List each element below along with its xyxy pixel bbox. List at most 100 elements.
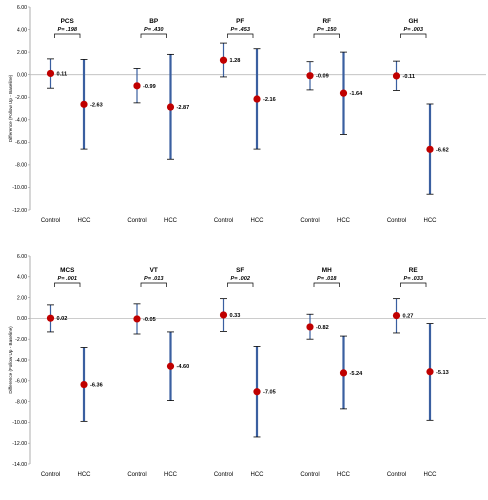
mean-label: -0.09	[316, 74, 329, 80]
panel-gh: GH P= .003 -0.11 Control -6.62 HCC	[387, 18, 449, 224]
panel-mcs: MCS P= .001 0.02 Control -6.36 HCC	[41, 267, 103, 478]
y-tick-label: 0.00	[17, 72, 27, 78]
panel-re: RE P= .033 0.27 Control -5.13 HCC	[387, 267, 449, 478]
category-label: HCC	[251, 472, 265, 478]
mean-point	[133, 315, 141, 323]
panel-title: PF	[236, 18, 244, 25]
panel-title: BP	[149, 18, 159, 25]
category-label: Control	[300, 218, 319, 224]
mean-label: -0.99	[143, 84, 156, 90]
mean-point	[46, 314, 55, 322]
mean-point	[339, 89, 348, 97]
y-tick-label: 0.00	[17, 316, 27, 322]
mean-point	[219, 56, 228, 64]
mean-point	[80, 380, 88, 389]
panel-vt: VT P= .013 -0.05 Control -4.60 HCC	[127, 267, 189, 478]
mean-label: 0.02	[57, 316, 68, 322]
mean-label: -6.36	[90, 383, 103, 389]
panel-title: RE	[409, 267, 419, 274]
mean-point	[46, 69, 55, 78]
mean-label: -0.11	[403, 74, 415, 80]
y-tick-label: -12.00	[12, 441, 27, 447]
mean-label: -7.05	[263, 390, 276, 396]
mean-label: -2.87	[177, 105, 190, 111]
y-tick-label: 4.00	[17, 27, 27, 33]
mean-label: -0.05	[143, 317, 156, 323]
panel-title: PCS	[61, 18, 75, 25]
p-value: P= .198	[58, 27, 78, 33]
mean-point	[426, 145, 434, 153]
category-label: HCC	[337, 218, 351, 224]
mean-label: -4.60	[177, 364, 190, 370]
panel-pf: PF P= .453 1.28 Control -2.16 HCC	[214, 18, 276, 224]
mean-point	[133, 82, 141, 90]
y-tick-label: -6.00	[15, 140, 27, 146]
panel-bp: BP P= .430 -0.99 Control -2.87 HCC	[127, 18, 189, 224]
p-value: P= .033	[404, 276, 424, 282]
p-value: P= .013	[144, 276, 164, 282]
y-tick-label: -2.00	[15, 337, 27, 343]
category-label: Control	[41, 218, 60, 224]
mean-point	[253, 95, 261, 103]
mean-label: -1.64	[350, 91, 364, 97]
mean-point	[306, 323, 314, 331]
y-tick-label: -14.00	[12, 462, 27, 468]
mean-point	[219, 311, 228, 319]
mean-label: 0.11	[57, 71, 68, 77]
mean-label: -5.13	[436, 370, 449, 376]
p-value: P= .453	[231, 27, 251, 33]
category-label: HCC	[78, 472, 92, 478]
mean-label: -2.63	[90, 102, 103, 108]
panel-title: VT	[150, 267, 158, 274]
mean-point	[80, 100, 88, 108]
category-label: Control	[214, 472, 233, 478]
significance-bracket	[400, 33, 427, 38]
panel-title: MH	[322, 267, 332, 274]
panel-rf: RF P= .150 -0.09 Control -1.64 HCC	[300, 18, 363, 224]
mean-label: 0.33	[230, 313, 241, 319]
significance-bracket	[400, 282, 427, 287]
category-label: HCC	[78, 218, 92, 224]
mean-point	[426, 368, 434, 376]
mean-point	[166, 362, 175, 370]
mean-label: -2.16	[263, 97, 276, 103]
category-label: Control	[387, 472, 406, 478]
mean-label: -6.62	[436, 147, 449, 153]
y-tick-label: 4.00	[17, 275, 27, 281]
p-value: P= .003	[404, 27, 424, 33]
p-value: P= .002	[231, 276, 251, 282]
y-tick-label: -6.00	[15, 379, 27, 385]
mean-label: -0.82	[316, 325, 329, 331]
chart-2: 6.00 4.00 2.00 0.00 -2.00 -4.00 -6.00 -8.00 -10.…	[8, 254, 486, 478]
mean-point	[306, 72, 314, 80]
y-axis-label: Difference (Follow Up - Baseline)	[8, 74, 13, 142]
p-value: P= .150	[317, 27, 337, 33]
category-label: HCC	[424, 472, 438, 478]
category-label: HCC	[424, 218, 438, 224]
significance-bracket	[227, 33, 254, 38]
panel-mh: MH P= .018 -0.82 Control -5.24 HCC	[300, 267, 363, 478]
y-tick-label: -8.00	[15, 399, 27, 405]
mean-point	[253, 388, 261, 396]
chart-1: 6.00 4.00 2.00 0.00 -2.00 -4.00 -6.00 -8.00 -10.…	[8, 5, 486, 224]
significance-bracket	[313, 33, 340, 38]
significance-bracket	[54, 282, 81, 287]
category-label: Control	[127, 472, 146, 478]
panel-pcs: PCS P= .198 0.11 Control -2.63 HCC	[41, 18, 103, 224]
significance-bracket	[140, 33, 167, 38]
y-tick-label: -8.00	[15, 163, 27, 169]
significance-bracket	[140, 282, 167, 287]
significance-bracket	[54, 33, 81, 38]
panel-title: RF	[322, 18, 331, 25]
mean-point	[392, 72, 401, 80]
mean-label: -5.24	[350, 371, 364, 377]
y-tick-label: -10.00	[12, 185, 27, 191]
y-tick-label: -4.00	[15, 358, 27, 364]
y-tick-label: 2.00	[17, 295, 27, 301]
p-value: P= .001	[58, 276, 77, 282]
category-label: HCC	[164, 472, 178, 478]
category-label: Control	[300, 472, 319, 478]
category-label: HCC	[251, 218, 265, 224]
category-label: Control	[127, 218, 146, 224]
